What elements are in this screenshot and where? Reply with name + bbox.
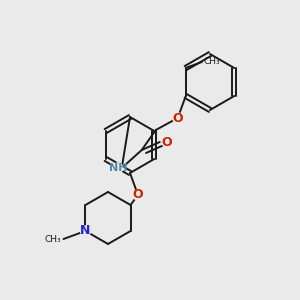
Text: O: O xyxy=(172,112,183,124)
Text: O: O xyxy=(161,136,172,148)
Text: CH₃: CH₃ xyxy=(45,235,62,244)
Text: N: N xyxy=(80,224,91,238)
Circle shape xyxy=(113,163,123,173)
Text: O: O xyxy=(133,188,143,202)
Text: CH₃: CH₃ xyxy=(204,58,220,67)
Circle shape xyxy=(80,226,91,236)
Circle shape xyxy=(173,113,183,123)
Circle shape xyxy=(133,190,143,200)
Circle shape xyxy=(162,137,172,147)
Text: NH: NH xyxy=(109,163,127,173)
